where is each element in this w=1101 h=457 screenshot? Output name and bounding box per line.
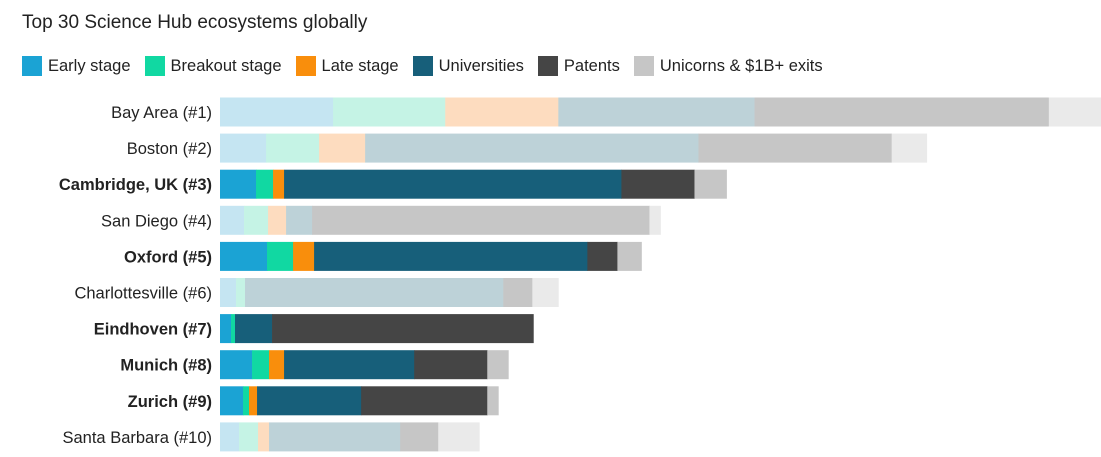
legend: Early stage Breakout stage Late stage Un…	[22, 56, 837, 76]
bar-segment	[266, 133, 320, 163]
bar-segment	[617, 241, 642, 271]
bar-segment	[487, 386, 499, 416]
bar-row: Eindhoven (#7)	[94, 314, 534, 344]
bar-segment	[698, 133, 893, 163]
bar-segment	[245, 278, 504, 307]
bar-segment	[269, 422, 401, 452]
bar-segment	[220, 278, 237, 307]
bar-segment	[273, 169, 285, 199]
bar-segment	[558, 97, 755, 127]
category-label: San Diego (#4)	[101, 212, 212, 230]
bar-segment	[587, 241, 618, 271]
bar-segment	[445, 97, 559, 127]
bar-segment	[319, 133, 366, 163]
legend-swatch-breakout-stage	[144, 56, 165, 76]
legend-item-breakout-stage: Breakout stage	[144, 56, 282, 76]
bar-segment	[649, 205, 661, 235]
bar-segment	[220, 133, 267, 163]
bar-segment	[414, 350, 488, 380]
legend-label-universities: Universities	[438, 56, 524, 75]
bar-segment	[220, 350, 253, 380]
category-label: Zurich (#9)	[128, 393, 212, 411]
legend-swatch-universities	[412, 56, 433, 76]
bar-segment	[236, 278, 246, 307]
bar-segment	[220, 241, 268, 271]
bar-segment	[258, 422, 270, 452]
category-label: Boston (#2)	[127, 140, 212, 158]
bar-segment	[220, 422, 240, 452]
bar-segment	[365, 133, 699, 163]
legend-item-late-stage: Late stage	[295, 56, 399, 76]
bar-segment	[532, 278, 559, 307]
bar-segment	[487, 350, 509, 380]
bar-segment	[333, 97, 446, 127]
bar-row: Cambridge, UK (#3)	[59, 169, 727, 199]
bar-segment	[252, 350, 270, 380]
legend-label-late-stage: Late stage	[321, 56, 399, 75]
bar-row: Bay Area (#1)	[111, 97, 1101, 127]
legend-label-early-stage: Early stage	[48, 56, 131, 75]
bar-segment	[286, 205, 313, 235]
legend-item-unicorns: Unicorns & $1B+ exits	[633, 56, 823, 76]
bar-segment	[272, 314, 534, 344]
bar-segment	[891, 133, 928, 163]
bar-row: Boston (#2)	[127, 133, 928, 163]
bar-segment	[694, 169, 727, 199]
category-label: Oxford (#5)	[124, 248, 212, 266]
category-label: Bay Area (#1)	[111, 104, 212, 122]
bar-segment	[220, 169, 257, 199]
bar-segment	[293, 241, 315, 271]
bar-segment	[220, 97, 334, 127]
legend-label-patents: Patents	[563, 56, 620, 75]
category-label: Charlottesville (#6)	[74, 285, 212, 303]
category-label: Munich (#8)	[120, 357, 212, 375]
chart-title: Top 30 Science Hub ecosystems globally	[22, 12, 368, 33]
bar-segment	[314, 241, 588, 271]
bar-segment	[220, 205, 245, 235]
bar-row: Santa Barbara (#10)	[62, 422, 480, 452]
bar-segment	[249, 386, 258, 416]
bar-segment	[621, 169, 695, 199]
bar-row: Zurich (#9)	[128, 386, 499, 416]
bar-row: Charlottesville (#6)	[74, 278, 559, 307]
legend-label-unicorns: Unicorns & $1B+ exits	[659, 56, 823, 75]
bar-segment	[239, 422, 259, 452]
bar-segment	[257, 386, 362, 416]
bar-segment	[1048, 97, 1101, 127]
bar-segment	[268, 205, 287, 235]
bar-row: Oxford (#5)	[124, 241, 642, 271]
legend-item-universities: Universities	[412, 56, 524, 76]
bar-segment	[400, 422, 439, 452]
bar-segment	[244, 205, 269, 235]
bar-segment	[231, 314, 236, 344]
bar-segment	[284, 350, 415, 380]
category-label: Eindhoven (#7)	[94, 321, 212, 339]
bar-segment	[256, 169, 274, 199]
bar-segment	[361, 386, 488, 416]
bar-segment	[312, 205, 650, 235]
bar-segment	[220, 314, 232, 344]
category-label: Cambridge, UK (#3)	[59, 176, 212, 194]
legend-swatch-patents	[537, 56, 558, 76]
bar-segment	[754, 97, 1050, 127]
bar-segment	[267, 241, 294, 271]
bar-row: San Diego (#4)	[101, 205, 661, 235]
category-label: Santa Barbara (#10)	[62, 429, 212, 447]
legend-item-patents: Patents	[537, 56, 620, 76]
legend-label-breakout-stage: Breakout stage	[170, 56, 282, 75]
bar-segment	[220, 386, 244, 416]
bar-row: Munich (#8)	[120, 350, 509, 380]
bar-segment	[503, 278, 533, 307]
legend-item-early-stage: Early stage	[22, 56, 131, 76]
legend-swatch-early-stage	[22, 56, 42, 76]
bar-segment	[284, 169, 622, 199]
legend-swatch-unicorns	[633, 56, 654, 76]
bar-segment	[243, 386, 250, 416]
bar-segment	[235, 314, 273, 344]
legend-swatch-late-stage	[295, 56, 316, 76]
bar-segment	[269, 350, 285, 380]
bar-segment	[438, 422, 480, 452]
